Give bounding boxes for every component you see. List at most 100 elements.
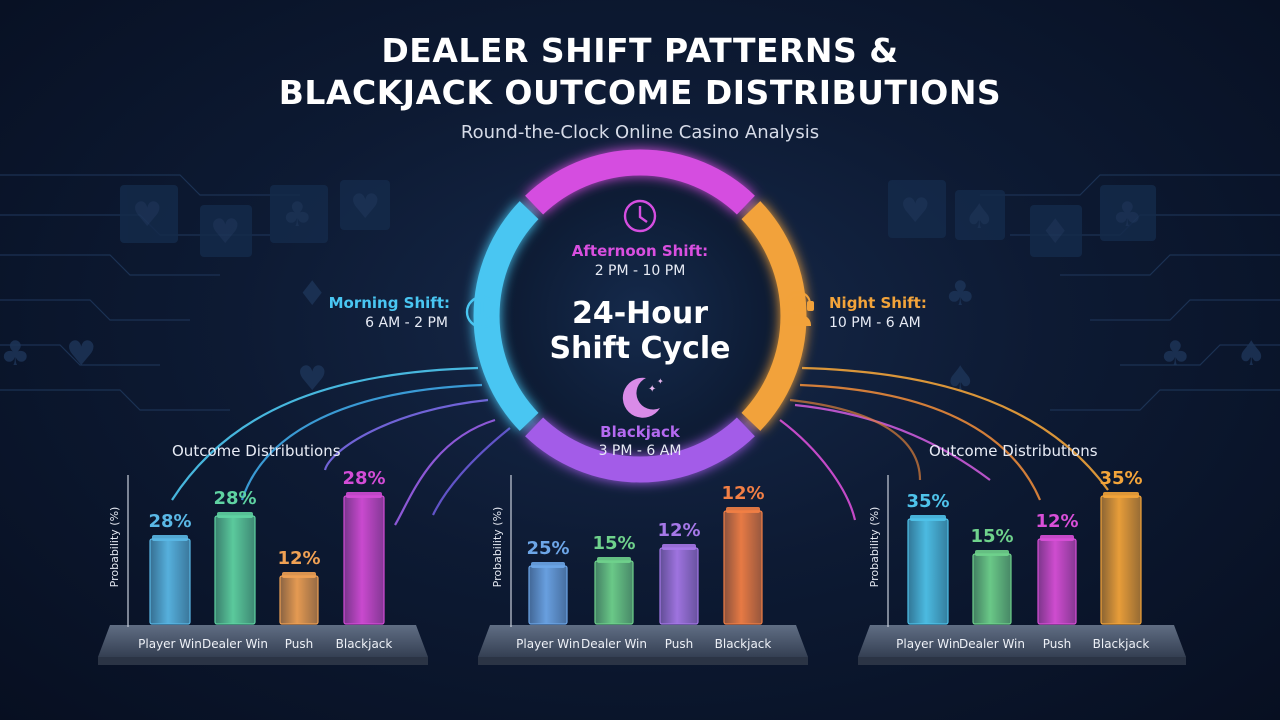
chart-1-platform-edge xyxy=(98,657,428,665)
chart-2-category-label-2: Dealer Win xyxy=(581,637,647,651)
chart-3-bar-2 xyxy=(972,553,1012,625)
chart-2-bar-cap-1 xyxy=(531,562,565,568)
blackjack-shift-time: 3 PM - 6 AM xyxy=(598,443,682,459)
chart-1-category-label-1: Player Win xyxy=(138,637,202,651)
chart-3-value-label-4: 35% xyxy=(1099,468,1142,489)
afternoon-shift-name: Afternoon Shift: xyxy=(571,242,709,260)
chart-3-bar-3 xyxy=(1037,538,1077,625)
chart-1-bar-cap-3 xyxy=(282,572,316,578)
chart-2-bar-4 xyxy=(723,510,763,625)
morning-shift-name: Morning Shift: xyxy=(328,294,450,312)
chart-1-value-label-1: 28% xyxy=(148,511,191,532)
chart-2-value-label-4: 12% xyxy=(721,483,764,504)
svg-text:♦: ♦ xyxy=(1040,212,1070,252)
svg-text:♣: ♣ xyxy=(1160,334,1190,374)
chart-1-bar-3 xyxy=(279,575,319,625)
chart-3-category-label-1: Player Win xyxy=(896,637,960,651)
svg-text:♥: ♥ xyxy=(297,359,327,399)
svg-text:✦: ✦ xyxy=(657,377,664,386)
night-shift-time: 10 PM - 6 AM xyxy=(829,315,921,331)
chart-1-value-label-2: 28% xyxy=(213,488,256,509)
svg-text:♦: ♦ xyxy=(297,274,327,314)
chart-2-category-label-3: Push xyxy=(665,637,694,651)
chart-3-value-label-1: 35% xyxy=(906,491,949,512)
svg-text:♠: ♠ xyxy=(964,197,994,237)
connector-lines xyxy=(171,366,1109,526)
page-title-line2: BLACKJACK OUTCOME DISTRIBUTIONS xyxy=(278,73,1002,112)
chart-1-bar-cap-2 xyxy=(217,512,253,518)
chart-3-bar-1 xyxy=(907,518,949,625)
chart-2-bar-1 xyxy=(528,565,568,625)
moon-icon: ✦ ✦ xyxy=(622,377,664,418)
headset-icon xyxy=(782,291,814,326)
chart-2-category-label-4: Blackjack xyxy=(715,637,772,651)
chart-1-bar-1 xyxy=(149,538,191,625)
svg-text:♣: ♣ xyxy=(282,195,312,235)
chart-2-bar-cap-4 xyxy=(726,507,760,513)
svg-text:♠: ♠ xyxy=(945,359,975,399)
chart-1-category-label-3: Push xyxy=(285,637,314,651)
blackjack-shift-name: Blackjack xyxy=(600,423,680,441)
svg-text:♥: ♥ xyxy=(132,195,162,235)
svg-text:♥: ♥ xyxy=(900,191,930,231)
chart-2-bar-cap-3 xyxy=(662,544,696,550)
clock-icon xyxy=(623,199,657,233)
chart-3-bar-cap-3 xyxy=(1040,535,1074,541)
wheel-segment-blackjack xyxy=(525,417,755,483)
chart-1-bar-cap-4 xyxy=(346,492,382,498)
chart-3-platform-edge xyxy=(858,657,1186,665)
chart-3-bar-cap-2 xyxy=(975,550,1009,556)
chart-1-bar-cap-1 xyxy=(152,535,188,541)
wheel-center-line1: 24-Hour xyxy=(571,296,709,331)
chart-1-y-axis-label: Probability (%) xyxy=(108,507,121,588)
chart-1-title: Outcome Distributions xyxy=(172,442,341,460)
chart-3-value-label-2: 15% xyxy=(970,526,1013,547)
svg-text:♣: ♣ xyxy=(945,274,975,314)
chart-1-category-label-4: Blackjack xyxy=(336,637,393,651)
chart-1-platform xyxy=(98,625,428,657)
chart-3-title: Outcome Distributions xyxy=(929,442,1098,460)
chart-3-y-axis-label: Probability (%) xyxy=(868,507,881,588)
night-shift-name: Night Shift: xyxy=(829,294,927,312)
chart-3-category-label-3: Push xyxy=(1043,637,1072,651)
page-title-line1: DEALER SHIFT PATTERNS & xyxy=(381,31,899,70)
chart-2-category-label-1: Player Win xyxy=(516,637,580,651)
svg-text:✦: ✦ xyxy=(648,384,656,395)
chart-2-value-label-3: 12% xyxy=(657,520,700,541)
clock-icon xyxy=(465,295,499,329)
wheel-segment-afternoon xyxy=(525,149,755,215)
chart-2-bar-2 xyxy=(594,560,634,625)
page-subtitle: Round-the-Clock Online Casino Analysis xyxy=(460,122,820,143)
chart-3-bar-cap-1 xyxy=(910,515,946,521)
chart-3-value-label-3: 12% xyxy=(1035,511,1078,532)
svg-text:♥: ♥ xyxy=(350,187,380,227)
wheel-center-line2: Shift Cycle xyxy=(549,331,731,366)
chart-1-category-label-2: Dealer Win xyxy=(202,637,268,651)
chart-3-bar-4 xyxy=(1100,495,1142,625)
chart-2-bar-cap-2 xyxy=(597,557,631,563)
afternoon-shift-time: 2 PM - 10 PM xyxy=(594,263,686,279)
morning-shift-time: 6 AM - 2 PM xyxy=(365,315,448,331)
svg-text:♠: ♠ xyxy=(1236,334,1266,374)
chart-2-platform xyxy=(478,625,808,657)
chart-2-value-label-2: 15% xyxy=(592,533,635,554)
svg-text:♣: ♣ xyxy=(0,334,30,374)
chart-3-platform xyxy=(858,625,1186,657)
svg-text:♣: ♣ xyxy=(1112,195,1142,235)
chart-2-y-axis-label: Probability (%) xyxy=(491,507,504,588)
chart-2-bar-3 xyxy=(659,547,699,625)
chart-3-category-label-4: Blackjack xyxy=(1093,637,1150,651)
chart-3-bar-cap-4 xyxy=(1103,492,1139,498)
chart-2-platform-edge xyxy=(478,657,808,665)
svg-text:♥: ♥ xyxy=(66,334,96,374)
chart-1-bar-2 xyxy=(214,515,256,625)
header: DEALER SHIFT PATTERNS & BLACKJACK OUTCOM… xyxy=(0,30,1280,143)
chart-3-category-label-2: Dealer Win xyxy=(959,637,1025,651)
chart-1-value-label-3: 12% xyxy=(277,548,320,569)
chart-1-bar-4 xyxy=(343,495,385,625)
chart-2-value-label-1: 25% xyxy=(526,538,569,559)
chart-1-value-label-4: 28% xyxy=(342,468,385,489)
